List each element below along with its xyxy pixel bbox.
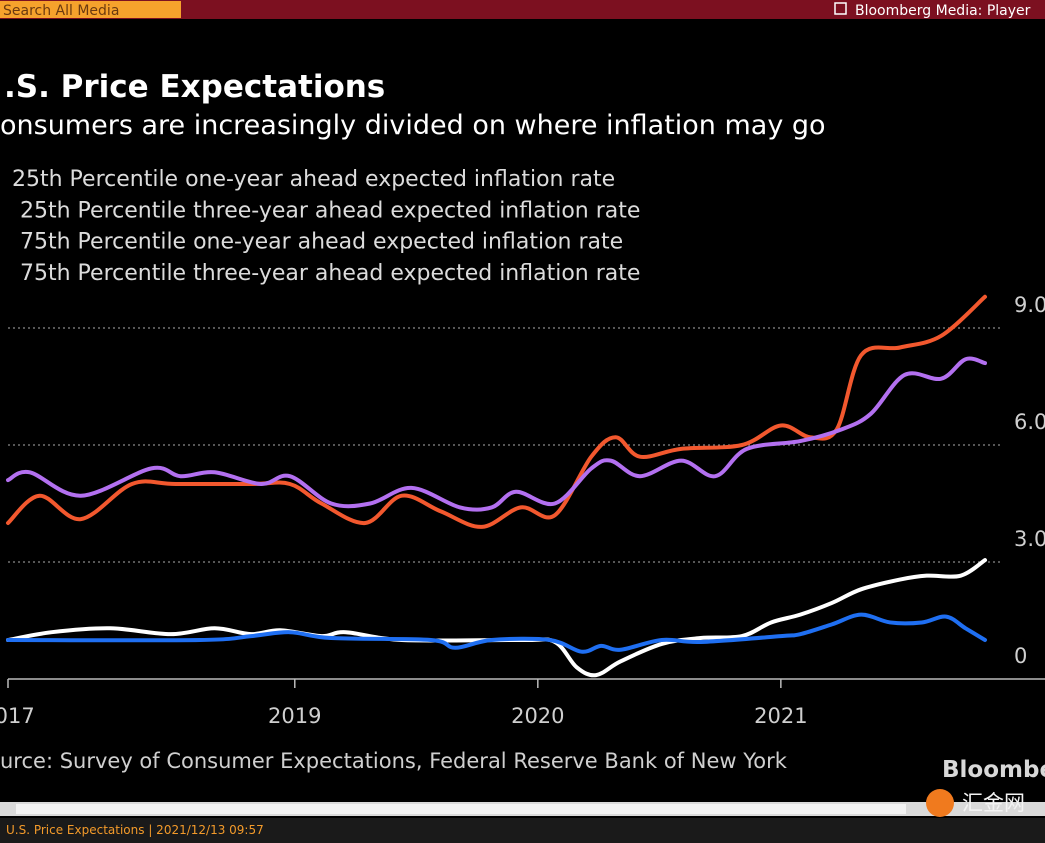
x-tick-label: 2021 <box>754 704 807 728</box>
legend-entry: 75th Percentile one-year ahead expected … <box>20 230 623 255</box>
series-line <box>6 612 987 654</box>
legend-entry: 25th Percentile three-year ahead expecte… <box>20 198 640 223</box>
logo: Bloombe <box>942 757 1045 783</box>
watermark-icon <box>926 789 954 817</box>
status-bar <box>0 818 1045 843</box>
chart-source: urce: Survey of Consumer Expectations, F… <box>0 749 788 773</box>
y-tick-label: 9.0 <box>1014 293 1045 317</box>
popout-icon[interactable] <box>834 2 847 15</box>
series-line <box>6 356 987 512</box>
search-placeholder[interactable]: Search All Media <box>3 3 119 19</box>
chart-subtitle: onsumers are increasingly divided on whe… <box>0 110 826 141</box>
top-bar <box>0 0 1045 19</box>
scrollbar-thumb[interactable] <box>16 804 906 814</box>
watermark: 汇金网 <box>962 791 1025 815</box>
legend-entry: 75th Percentile three-year ahead expecte… <box>20 261 640 286</box>
player-label[interactable]: Bloomberg Media: Player <box>855 3 1031 19</box>
x-tick-label: 2019 <box>268 704 321 728</box>
search-box[interactable] <box>0 1 181 18</box>
legend-entry: 25th Percentile one-year ahead expected … <box>12 167 615 192</box>
x-tick-label: 2020 <box>511 704 564 728</box>
series-line <box>6 558 987 678</box>
chart-title: .S. Price Expectations <box>4 69 385 105</box>
y-tick-label: 6.0 <box>1014 410 1045 434</box>
status-text: U.S. Price Expectations | 2021/12/13 09:… <box>6 823 264 837</box>
y-tick-label: 3.0 <box>1014 527 1045 551</box>
x-tick-label: 2017 <box>0 704 35 728</box>
y-tick-label: 0 <box>1014 644 1027 668</box>
